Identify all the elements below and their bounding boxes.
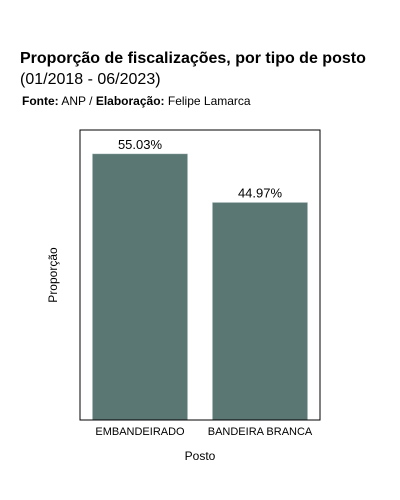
x-axis-label: Posto — [184, 449, 216, 463]
x-tick-labels-group: EMBANDEIRADO BANDEIRA BRANCA — [95, 426, 313, 438]
x-tick-label-0: EMBANDEIRADO — [95, 426, 185, 438]
data-labels-group: 55.03% 44.97% — [118, 137, 283, 201]
chart-caption: Fonte: ANP / Elaboração: Felipe Lamarca — [22, 94, 251, 108]
chart-title: Proporção de fiscalizações, por tipo de … — [20, 50, 366, 67]
plot-frame — [79, 129, 321, 421]
credit-value: Felipe Lamarca — [167, 94, 251, 108]
bar-1 — [212, 202, 308, 421]
credit-label: Elaboração: — [95, 94, 165, 108]
bar-value-label-1: 44.97% — [238, 186, 283, 201]
bars-group — [92, 153, 308, 421]
source-value: ANP — [61, 94, 86, 108]
bar-0 — [92, 153, 188, 421]
y-axis-label: Proporção — [46, 247, 60, 303]
chart-subtitle: (01/2018 - 06/2023) — [20, 71, 161, 88]
source-label: Fonte: — [22, 94, 59, 108]
x-tick-label-1: BANDEIRA BRANCA — [208, 426, 313, 438]
bar-value-label-0: 55.03% — [118, 137, 163, 152]
caption-separator: / — [89, 94, 93, 108]
